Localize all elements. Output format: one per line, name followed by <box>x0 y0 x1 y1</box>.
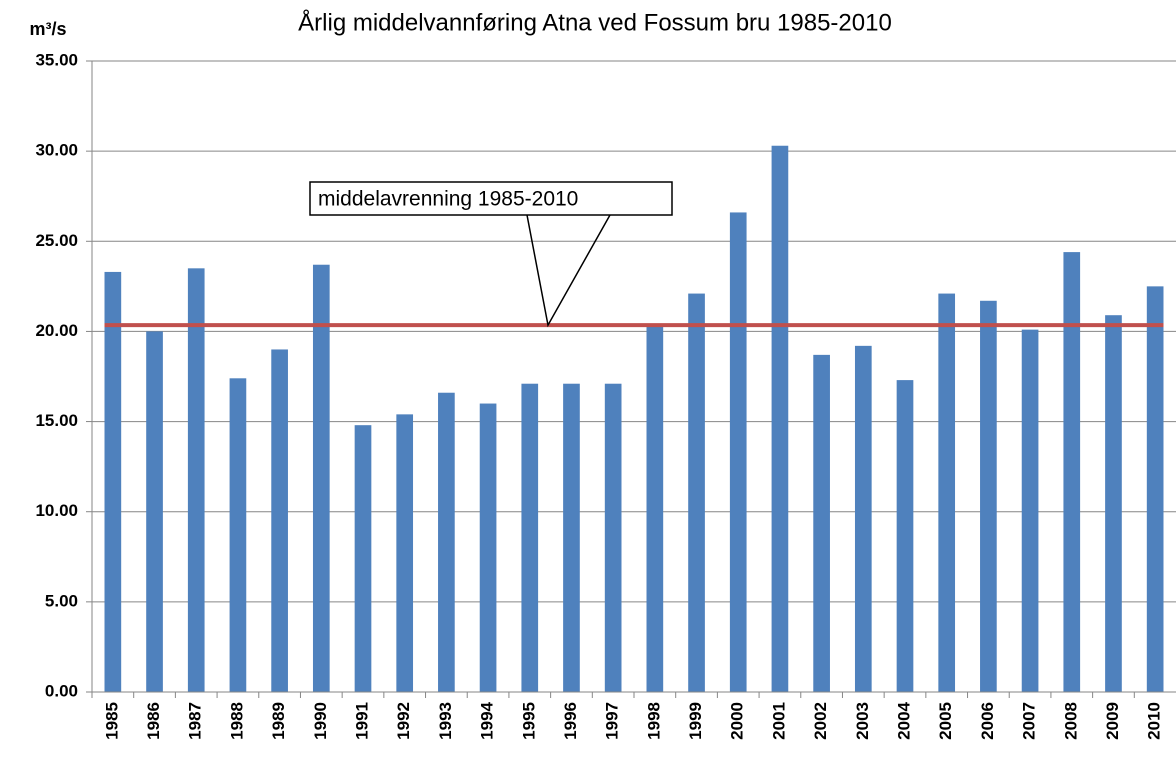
y-tick-label: 5.00 <box>45 591 78 610</box>
y-axis-label: m³/s <box>29 19 66 39</box>
x-tick-label: 2009 <box>1103 702 1122 740</box>
bar <box>1063 252 1081 693</box>
bar <box>396 414 414 692</box>
x-tick-label: 2005 <box>936 702 955 740</box>
x-tick-label: 2001 <box>769 702 788 740</box>
bar <box>479 403 497 692</box>
x-tick-label: 1986 <box>144 702 163 740</box>
bar <box>729 212 747 692</box>
bar <box>354 425 372 692</box>
x-tick-label: 1998 <box>644 702 663 740</box>
y-tick-label: 30.00 <box>35 141 78 160</box>
bar <box>521 383 539 692</box>
bar <box>229 378 247 692</box>
bar <box>688 293 705 692</box>
y-tick-label: 15.00 <box>35 411 78 430</box>
bar <box>771 145 789 693</box>
x-tick-label: 1994 <box>478 701 497 739</box>
bar <box>938 293 956 692</box>
bar <box>813 354 830 692</box>
x-tick-label: 1991 <box>352 702 371 740</box>
callout-box <box>309 181 673 216</box>
chart-title: Årlig middelvannføring Atna ved Fossum b… <box>298 8 892 36</box>
x-tick-label: 1995 <box>519 702 538 740</box>
bar <box>438 392 455 692</box>
y-tick-label: 25.00 <box>35 231 78 250</box>
bar <box>604 383 622 692</box>
x-tick-label: 1996 <box>561 702 580 740</box>
x-tick-label: 2006 <box>978 702 997 740</box>
x-tick-label: 1987 <box>186 702 205 740</box>
bar <box>1021 329 1039 692</box>
x-tick-label: 1988 <box>227 702 246 740</box>
x-tick-label: 1990 <box>311 702 330 740</box>
x-tick-label: 2007 <box>1020 702 1039 740</box>
x-tick-label: 2010 <box>1145 702 1164 740</box>
bar <box>104 271 122 692</box>
x-tick-label: 1985 <box>102 702 121 740</box>
callout-label: middelavrenning 1985-2010 <box>318 188 578 211</box>
callout-pointer <box>526 214 611 328</box>
x-tick-label: 1997 <box>603 702 622 740</box>
bar <box>563 383 580 692</box>
x-tick-label: 2004 <box>894 701 913 739</box>
bar <box>980 300 997 692</box>
y-tick-label: 35.00 <box>35 50 78 69</box>
x-tick-label: 1993 <box>436 702 455 740</box>
bar <box>271 349 288 692</box>
bar <box>146 331 163 692</box>
bar <box>1105 315 1122 692</box>
y-tick-label: 0.00 <box>45 681 78 700</box>
bar <box>896 380 914 692</box>
bar <box>1146 286 1164 692</box>
bar <box>312 264 330 692</box>
y-tick-label: 10.00 <box>35 501 78 520</box>
x-tick-label: 2008 <box>1061 702 1080 740</box>
x-tick-label: 2002 <box>811 702 830 740</box>
x-tick-label: 2000 <box>728 702 747 740</box>
y-tick-label: 20.00 <box>35 321 78 340</box>
x-tick-label: 1999 <box>686 702 705 740</box>
bar <box>187 268 205 692</box>
x-tick-label: 1992 <box>394 702 413 740</box>
x-tick-label: 2003 <box>853 702 872 740</box>
bar <box>854 345 872 692</box>
x-tick-label: 1989 <box>269 702 288 740</box>
bar <box>646 324 664 692</box>
